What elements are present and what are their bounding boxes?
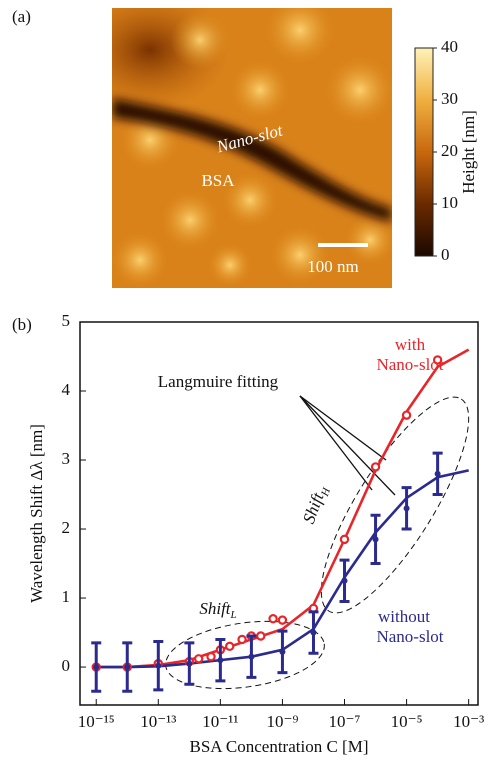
x-tick-label: 10⁻³ xyxy=(453,712,484,731)
shift-label: ShiftH xyxy=(299,482,333,527)
data-point xyxy=(186,660,193,667)
data-point xyxy=(341,577,348,584)
annotation: with xyxy=(395,335,426,354)
data-point xyxy=(277,615,288,625)
x-tick-label: 10⁻¹³ xyxy=(140,712,176,731)
data-point xyxy=(310,629,317,636)
pointer-line xyxy=(299,395,373,491)
data-point xyxy=(432,355,443,365)
colorbar-tick-label: 0 xyxy=(441,245,450,264)
data-point xyxy=(248,653,255,660)
annotation: Langmuire fitting xyxy=(158,372,279,391)
x-tick-label: 10⁻¹¹ xyxy=(202,712,238,731)
data-point xyxy=(268,614,278,624)
x-tick-label: 10⁻⁹ xyxy=(266,712,298,731)
data-point xyxy=(256,631,266,641)
colorbar-tick-label: 40 xyxy=(441,37,458,56)
y-axis-label: Wavelength Shift Δλ [nm] xyxy=(27,424,46,603)
image-annotation: 100 nm xyxy=(307,257,358,276)
data-point xyxy=(403,505,410,512)
annotation: Nano-slot xyxy=(376,355,443,374)
annotation: Nano-slot xyxy=(376,627,443,646)
data-point xyxy=(279,648,286,655)
panel-label: (a) xyxy=(12,7,31,26)
annotation: without xyxy=(378,607,430,626)
plot-frame xyxy=(79,321,479,706)
data-point xyxy=(225,641,235,652)
x-axis-label: BSA Concentration C [M] xyxy=(190,737,369,756)
colorbar-tick-label: 20 xyxy=(441,141,458,160)
data-point xyxy=(155,662,162,669)
data-point xyxy=(193,654,204,664)
data-point xyxy=(217,657,224,664)
afm-image xyxy=(112,8,392,288)
y-tick-label: 1 xyxy=(62,587,71,606)
data-point xyxy=(401,410,412,420)
shift-label-text: Shift xyxy=(199,599,231,618)
pointer-line xyxy=(299,395,387,461)
data-point xyxy=(434,470,441,477)
image-annotation: BSA xyxy=(201,171,235,190)
colorbar xyxy=(414,47,434,257)
shift-ellipse xyxy=(320,396,470,614)
y-tick-label: 0 xyxy=(62,656,71,675)
x-tick-label: 10⁻¹⁵ xyxy=(78,712,115,731)
x-tick-label: 10⁻⁵ xyxy=(391,712,423,731)
y-tick-label: 3 xyxy=(62,449,71,468)
pointer-line xyxy=(299,395,396,496)
data-point xyxy=(93,664,100,671)
shift-label-subscript: L xyxy=(230,609,237,621)
data-point xyxy=(370,462,381,472)
data-point xyxy=(372,536,379,543)
data-point xyxy=(124,664,131,671)
colorbar-label: Height [nm] xyxy=(459,110,478,194)
y-tick-label: 2 xyxy=(62,518,71,537)
x-tick-label: 10⁻⁷ xyxy=(329,712,361,731)
shift-label: ShiftL xyxy=(199,599,236,621)
colorbar-tick-label: 30 xyxy=(441,89,458,108)
y-tick-label: 5 xyxy=(62,311,71,330)
panel-label: (b) xyxy=(12,315,32,334)
data-point xyxy=(339,534,350,545)
data-point xyxy=(206,651,216,662)
data-point xyxy=(237,634,247,645)
colorbar-tick-label: 10 xyxy=(441,193,458,212)
y-tick-label: 4 xyxy=(62,380,71,399)
